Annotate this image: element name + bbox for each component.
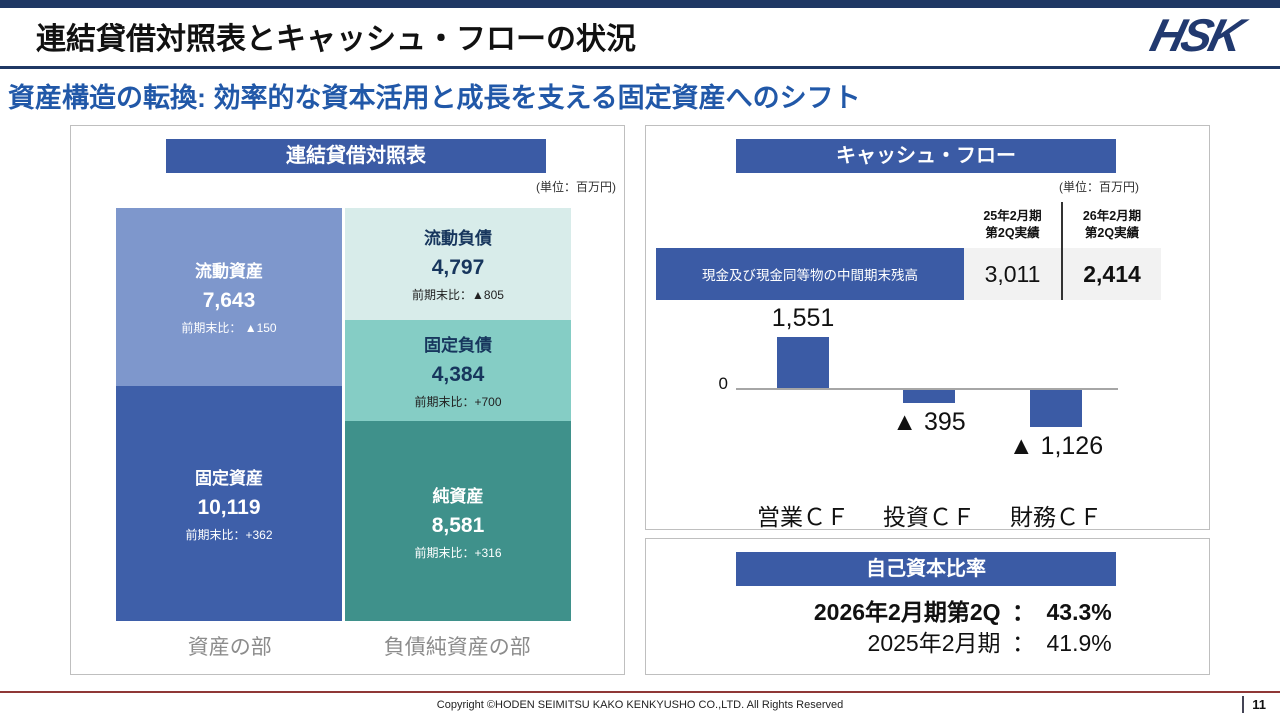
slide-subtitle: 資産構造の転換: 効率的な資本活用と成長を支える固定資産へのシフト <box>8 83 861 113</box>
zero-axis-label: 0 <box>718 374 728 393</box>
category-operating-cf: 営業ＣＦ <box>757 504 849 530</box>
assets-section-label: 資産の部 <box>187 636 272 659</box>
equity-ratio-fy26-label: 2026年2月期第2Q <box>813 599 1001 625</box>
equity-ratio-row-fy25: 2025年2月期 ： 41.9% <box>646 628 1211 659</box>
cash-balance-fy25-value: 3,011 <box>964 248 1061 300</box>
cash-balance-row-label: 現金及び現金同等物の中間期末残高 <box>656 248 964 300</box>
equity-ratio-fy26-value: 43.3% <box>1046 599 1112 625</box>
liabilities-column: 流動負債 4,797 前期末比：▲805 固定負債 4,384 前期末比：+70… <box>345 208 571 622</box>
current-assets-value: 7,643 <box>202 289 256 313</box>
net-assets-change: 前期末比：+316 <box>414 545 502 560</box>
copyright-text: Copyright ©HODEN SEIMITSU KAKO KENKYUSHO… <box>436 699 844 711</box>
equity-ratio-fy25-label: 2025年2月期 <box>867 630 1001 656</box>
liabilities-section-label: 負債純資産の部 <box>383 636 531 659</box>
fixed-assets-change: 前期末比：+362 <box>185 527 273 542</box>
bar-value-financing-cf: ▲ 1,126 <box>1008 432 1104 460</box>
net-assets-box: 純資産 8,581 前期末比：+316 <box>345 421 571 622</box>
equity-ratio-panel: 自己資本比率 2026年2月期第2Q ： 43.3% 2025年2月期 ： 41… <box>645 538 1210 675</box>
equity-ratio-title: 自己資本比率 <box>736 552 1116 586</box>
fixed-assets-box: 固定資産 10,119 前期末比：+362 <box>116 385 342 621</box>
cash-flow-title: キャッシュ・フロー <box>736 139 1116 173</box>
column-header-fy25: 25年2月期 第2Q実績 <box>983 208 1042 241</box>
current-assets-box: 流動資産 7,643 前期末比： ▲150 <box>116 208 342 386</box>
equity-ratio-fy26-colon: ： <box>1012 599 1035 625</box>
fixed-liabilities-label: 固定負債 <box>424 336 492 356</box>
equity-ratio-row-fy26: 2026年2月期第2Q ： 43.3% <box>646 597 1211 628</box>
fixed-assets-value: 10,119 <box>197 495 261 519</box>
page-title: 連結貸借対照表とキャッシュ・フローの状況 <box>36 23 636 56</box>
net-assets-value: 8,581 <box>431 513 485 537</box>
fixed-assets-label: 固定資産 <box>195 468 263 488</box>
zero-axis-line <box>736 388 1118 390</box>
cash-flow-unit-note: (単位：百万円) <box>1059 180 1139 194</box>
net-assets-label: 純資産 <box>432 486 484 506</box>
cash-balance-fy26-value: 2,414 <box>1061 248 1161 300</box>
equity-ratio-fy25-value: 41.9% <box>1046 630 1112 656</box>
bar-investing-cf <box>903 390 955 403</box>
balance-sheet-title: 連結貸借対照表 <box>166 139 546 173</box>
cash-flow-panel: キャッシュ・フロー (単位：百万円) 25年2月期 第2Q実績 26年2月期 第… <box>645 125 1210 530</box>
slide-footer: Copyright ©HODEN SEIMITSU KAKO KENKYUSHO… <box>0 691 1280 720</box>
bar-financing-cf <box>1030 390 1082 427</box>
footer-divider <box>0 691 1280 693</box>
top-accent-bar <box>0 0 1280 8</box>
cash-flow-bar-chart: 0 1,551 ▲ 395 ▲ 1,126 営業ＣＦ 投資ＣＦ 財務ＣＦ <box>646 304 1211 530</box>
fixed-liabilities-box: 固定負債 4,384 前期末比：+700 <box>345 319 571 422</box>
company-logo: HSK <box>1145 9 1247 61</box>
current-assets-label: 流動資産 <box>195 262 263 282</box>
balance-sheet-section-labels: 資産の部 負債純資産の部 <box>116 631 571 661</box>
assets-column: 流動資産 7,643 前期末比： ▲150 固定資産 10,119 前期末比：+… <box>116 208 342 621</box>
bar-value-investing-cf: ▲ 395 <box>892 408 966 436</box>
balance-sheet-unit-note: (単位：百万円) <box>536 180 616 194</box>
balance-sheet-chart: 流動資産 7,643 前期末比： ▲150 固定資産 10,119 前期末比：+… <box>116 208 571 622</box>
cash-balance-table: 25年2月期 第2Q実績 26年2月期 第2Q実績 現金及び現金同等物の中間期末… <box>656 202 1161 300</box>
current-liabilities-value: 4,797 <box>431 256 485 280</box>
header-divider <box>0 66 1280 69</box>
bar-operating-cf <box>777 337 829 388</box>
category-investing-cf: 投資ＣＦ <box>883 504 975 530</box>
bar-value-operating-cf: 1,551 <box>771 304 835 332</box>
column-header-fy26: 26年2月期 第2Q実績 <box>1061 202 1161 248</box>
current-liabilities-label: 流動負債 <box>424 229 492 249</box>
fixed-liabilities-change: 前期末比：+700 <box>414 395 502 410</box>
balance-sheet-panel: 連結貸借対照表 (単位：百万円) 流動資産 7,643 前期末比： ▲150 固… <box>70 125 625 675</box>
fixed-liabilities-value: 4,384 <box>431 363 485 387</box>
current-liabilities-change: 前期末比：▲805 <box>412 288 504 303</box>
table-corner-cell <box>656 202 964 248</box>
category-financing-cf: 財務ＣＦ <box>1010 504 1102 530</box>
page-number: 11 <box>1242 696 1266 713</box>
current-liabilities-box: 流動負債 4,797 前期末比：▲805 <box>345 208 571 320</box>
equity-ratio-fy25-colon: ： <box>1012 630 1035 656</box>
equity-ratio-rows: 2026年2月期第2Q ： 43.3% 2025年2月期 ： 41.9% <box>646 597 1211 659</box>
current-assets-change: 前期末比： ▲150 <box>181 321 277 336</box>
